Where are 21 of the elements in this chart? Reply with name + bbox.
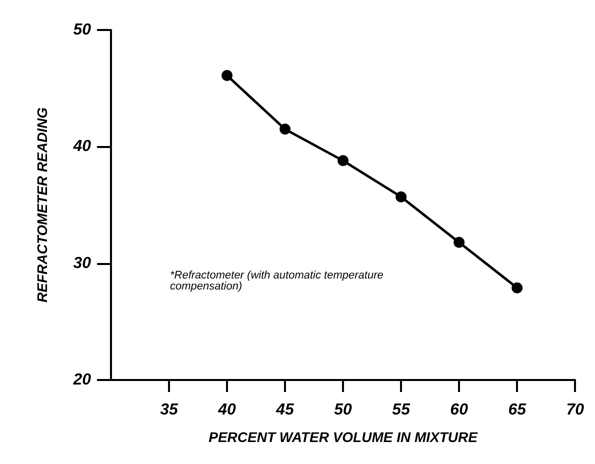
- x-tick-label: 50: [334, 402, 352, 418]
- annotation: *Refractometer (with automatic temperature compensation): [170, 270, 386, 292]
- x-tick-label: 45: [275, 402, 296, 418]
- point: [222, 70, 233, 81]
- x-tick-label: 60: [450, 402, 468, 418]
- point: [454, 236, 465, 248]
- y-tick-label: 30: [73, 254, 92, 272]
- y-tick-label: 50: [73, 22, 92, 38]
- y-tick-label: 40: [72, 138, 92, 156]
- point: [512, 282, 523, 294]
- x-tick-label: 55: [392, 402, 412, 418]
- point: [338, 155, 349, 166]
- x-tick-label: 40: [217, 402, 236, 418]
- x-axis-title: PERCENT WATER VOLUME IN MIXTURE: [208, 429, 478, 445]
- y-axis-title: REFRACTOMETER READING: [34, 107, 50, 302]
- y-tick-label: 20: [72, 372, 92, 388]
- x-tick-label: 35: [160, 402, 180, 418]
- x-tick-label: 65: [508, 402, 528, 418]
- point: [396, 191, 407, 202]
- x-tick-label: 70: [566, 402, 584, 418]
- point: [280, 124, 291, 135]
